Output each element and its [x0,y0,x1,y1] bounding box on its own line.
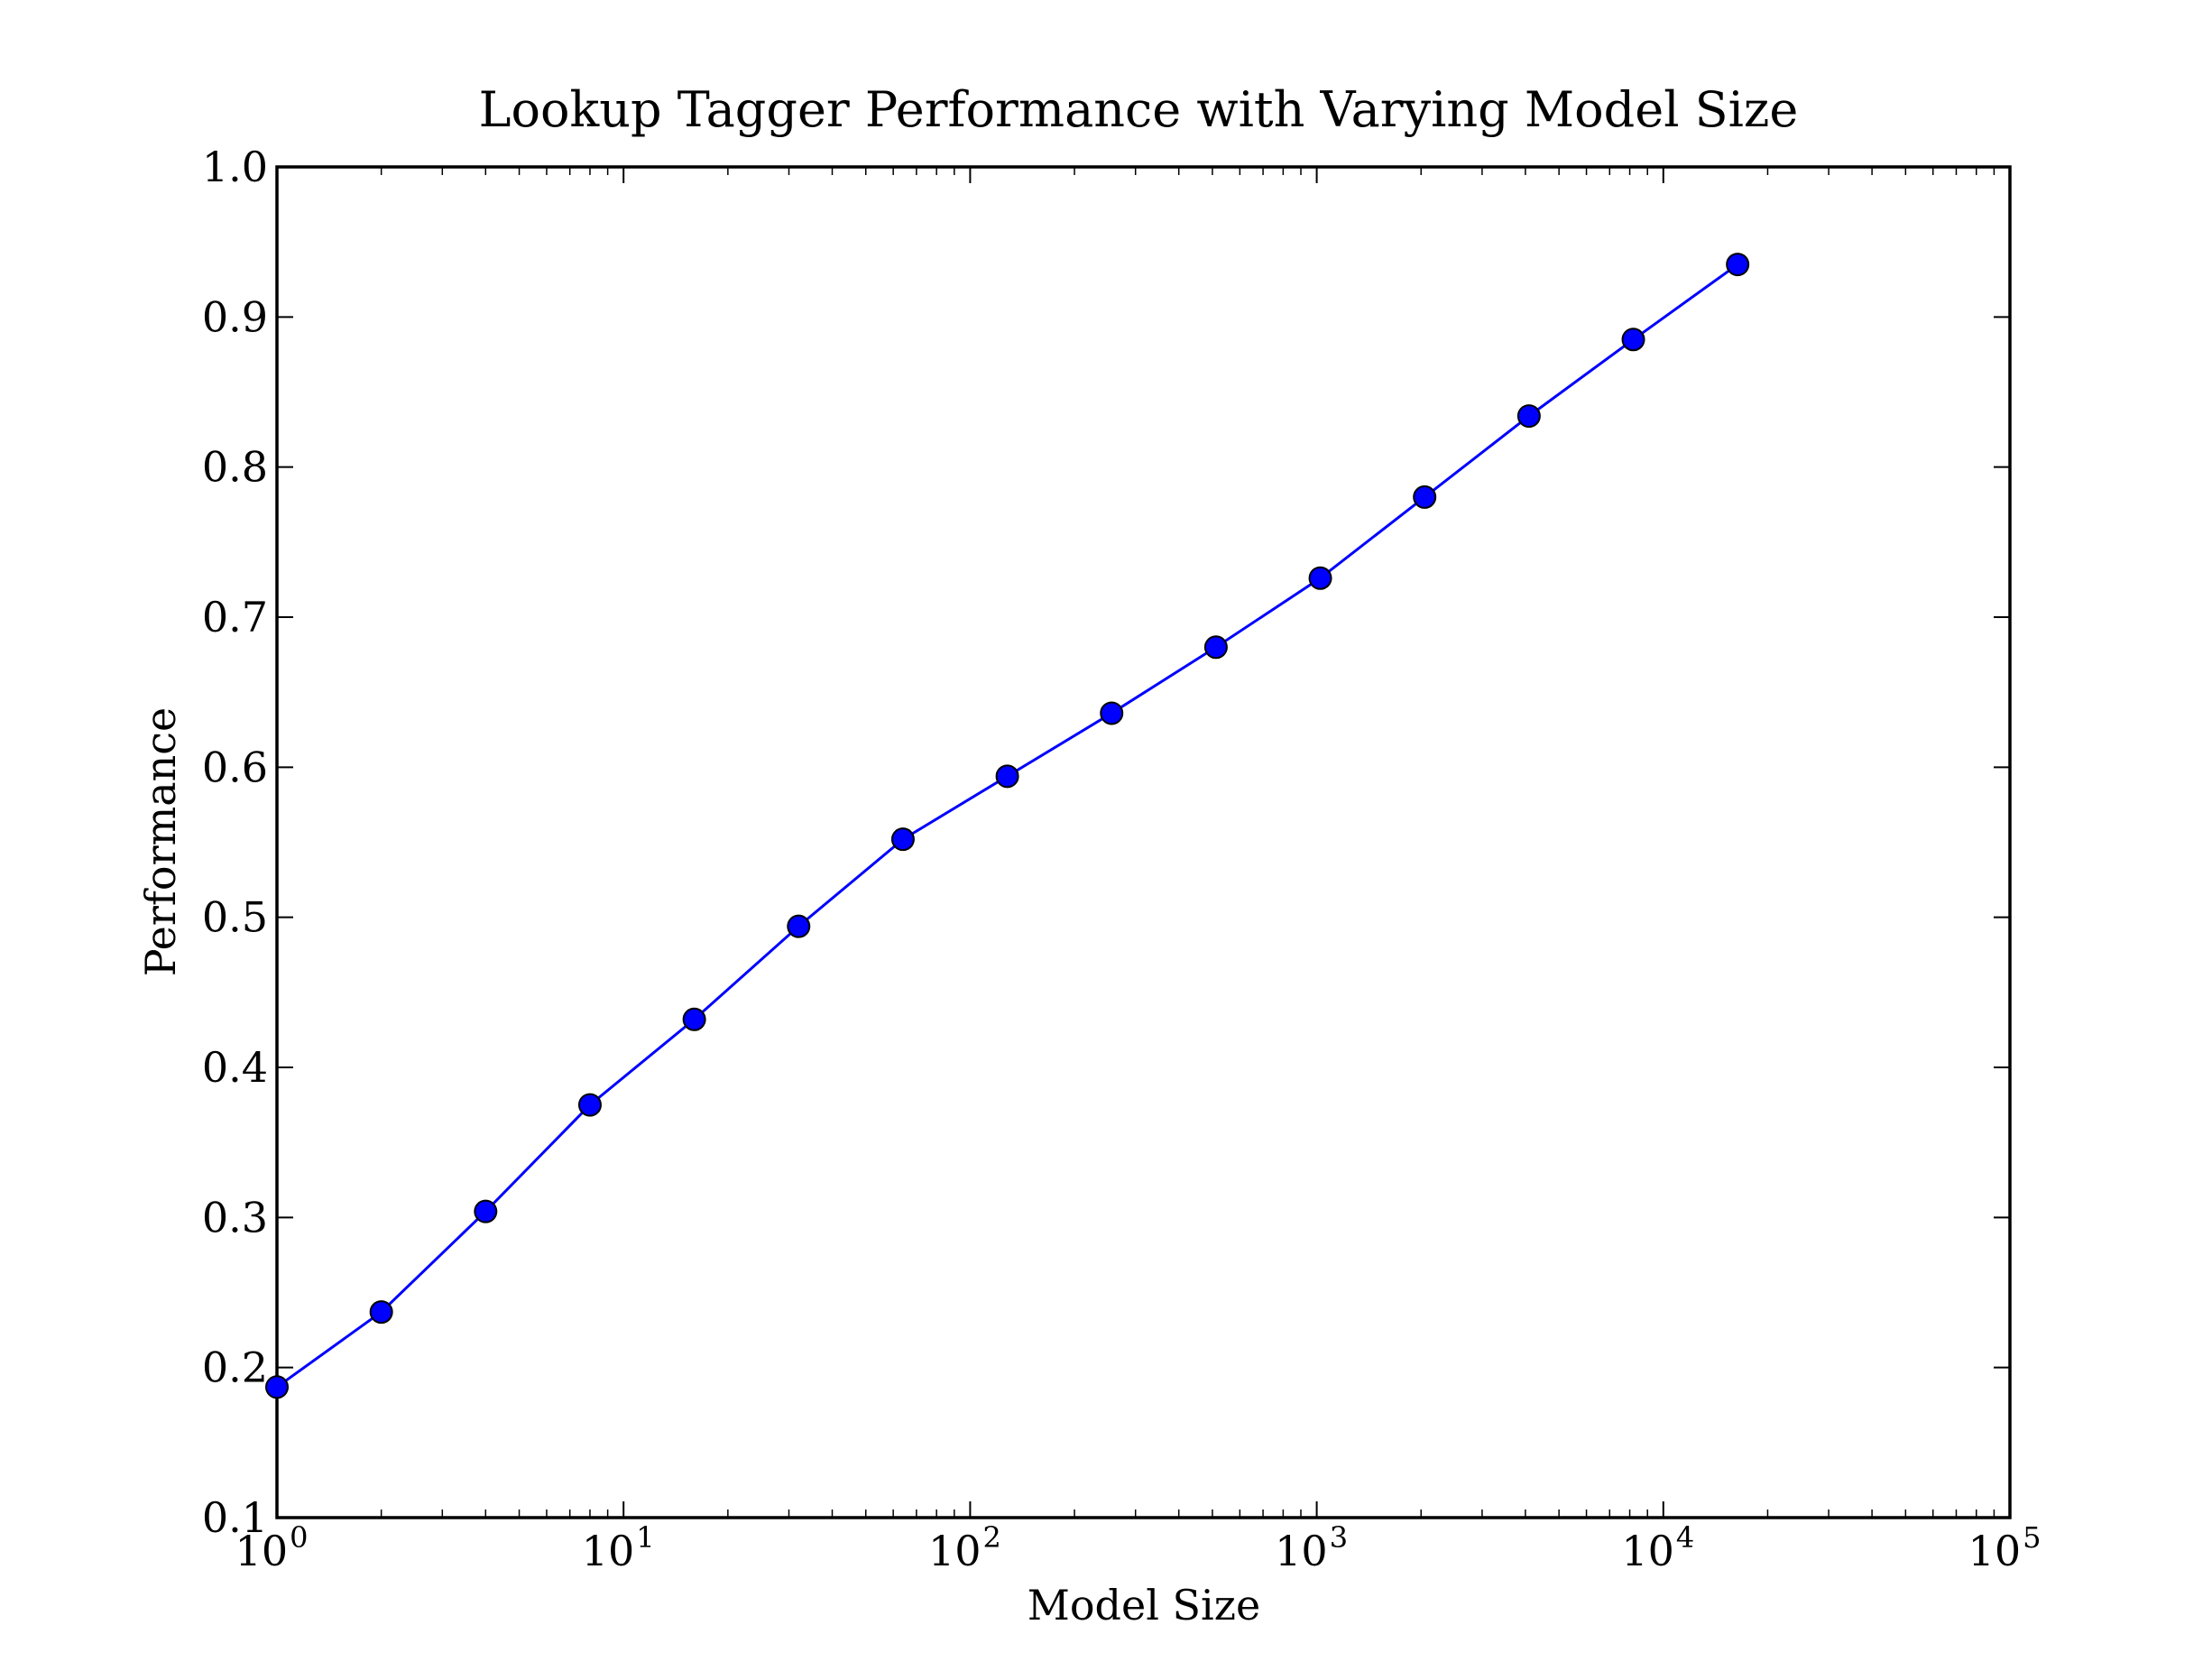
y-axis-label: Performance [136,707,185,976]
data-point [1100,701,1124,725]
data-point [1413,485,1437,509]
series-layer [265,253,1750,1399]
x-tick-label: 103 [1275,1520,1348,1575]
x-tick-label: 101 [582,1520,655,1575]
x-tick-label: 104 [1621,1520,1694,1575]
data-point [265,1375,289,1399]
data-point [1621,328,1645,352]
y-tick-label: 0.6 [202,743,268,791]
y-tick-label: 0.1 [202,1493,268,1542]
x-tick-label: 102 [928,1520,1001,1575]
data-point [995,764,1019,789]
y-tick-labels: 0.1 0.2 0.3 0.4 0.5 0.6 0.7 0.8 0.9 1.0 [202,143,268,1542]
y-tick-label: 0.3 [202,1193,268,1242]
data-point [1203,635,1228,660]
y-tick-label: 0.9 [202,292,268,341]
data-point [682,1007,706,1031]
x-axis-label: Model Size [1028,1581,1260,1629]
data-point [369,1300,393,1325]
chart-title: Lookup Tagger Performance with Varying M… [479,81,1799,138]
data-point [787,914,811,938]
y-tick-label: 0.8 [202,443,268,492]
y-tick-label: 0.5 [202,893,268,942]
data-point [1726,253,1750,277]
y-tick-label: 0.4 [202,1043,268,1092]
x-tick-label: 100 [235,1520,309,1575]
series-line [276,263,1739,1389]
data-point [577,1093,602,1117]
data-point [474,1199,498,1223]
ticks-layer [276,166,2011,1519]
data-point [1308,566,1332,590]
data-point [1516,404,1541,429]
data-point [890,827,915,852]
plot-area-frame [275,165,2012,1519]
y-tick-label: 0.7 [202,593,268,642]
y-tick-label: 1.0 [202,143,268,191]
y-tick-label: 0.2 [202,1343,268,1392]
x-tick-labels: 100 101 102 103 104 105 [235,1520,2041,1575]
x-tick-label: 105 [1968,1520,2041,1575]
